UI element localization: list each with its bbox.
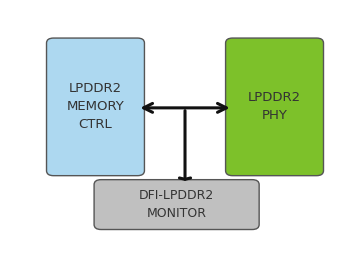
FancyBboxPatch shape	[226, 38, 323, 176]
Text: LPDDR2
MEMORY
CTRL: LPDDR2 MEMORY CTRL	[67, 82, 124, 131]
FancyBboxPatch shape	[47, 38, 144, 176]
Text: DFI-LPDDR2
MONITOR: DFI-LPDDR2 MONITOR	[139, 189, 214, 220]
FancyBboxPatch shape	[94, 180, 259, 229]
Text: LPDDR2
PHY: LPDDR2 PHY	[248, 91, 301, 122]
